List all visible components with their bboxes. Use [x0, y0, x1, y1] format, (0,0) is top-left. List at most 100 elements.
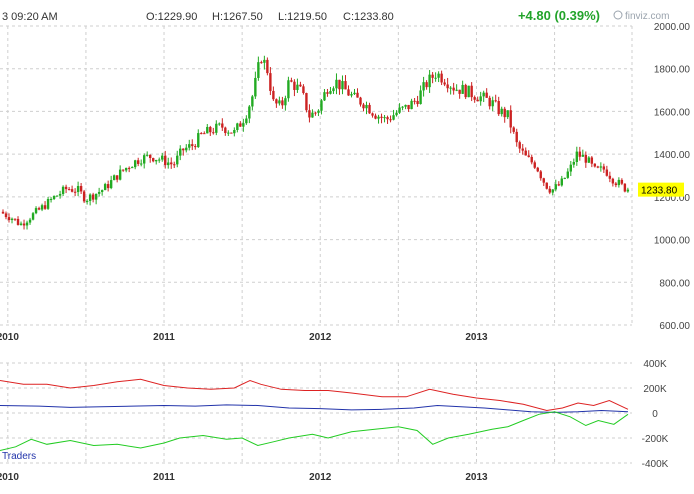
candle: [401, 106, 404, 111]
candle: [170, 157, 173, 169]
candle-body: [34, 208, 38, 214]
candle: [428, 70, 431, 93]
candle-body: [452, 87, 455, 91]
candle-body: [371, 113, 374, 116]
candle: [512, 126, 515, 134]
candle-body: [362, 104, 365, 109]
candle: [506, 110, 509, 120]
candle-body: [70, 189, 74, 192]
candle-body: [296, 84, 299, 90]
candle: [605, 165, 609, 177]
candle-body: [584, 154, 588, 163]
candle: [290, 77, 293, 83]
candle: [536, 166, 539, 173]
candle-body: [593, 163, 597, 167]
candle: [4, 211, 8, 220]
candle-body: [425, 82, 428, 88]
candle-body: [88, 194, 92, 201]
candle: [224, 126, 227, 136]
cot-x-axis: 2010 2011 2012 2013: [0, 472, 488, 483]
candle-body: [572, 161, 576, 165]
candle-body: [449, 87, 452, 89]
candle: [482, 90, 485, 103]
candle: [58, 190, 62, 199]
candle-body: [503, 108, 506, 118]
candle: [293, 79, 296, 97]
candle: [67, 187, 71, 191]
candle: [143, 153, 146, 169]
candle-body: [398, 107, 401, 113]
candle: [383, 114, 386, 123]
header-time: 3 09:20 AM: [2, 11, 58, 23]
candle-body: [470, 85, 473, 98]
candle: [353, 88, 356, 96]
candle: [386, 115, 389, 124]
price-y-tick: 2000.00: [654, 22, 691, 33]
candle: [269, 67, 272, 96]
candle: [91, 192, 95, 203]
candle: [109, 175, 113, 190]
candle: [118, 165, 122, 181]
candle: [380, 113, 383, 124]
candle: [533, 160, 536, 170]
candle-body: [97, 191, 101, 194]
candle-body: [617, 179, 621, 186]
candle: [52, 195, 56, 201]
candle-body: [194, 146, 197, 148]
candle-body: [509, 110, 512, 128]
candle: [106, 180, 110, 192]
candle-body: [383, 117, 386, 119]
candle: [404, 104, 407, 110]
candle-body: [197, 133, 200, 148]
candle-body: [578, 151, 582, 157]
candle-body: [167, 162, 170, 166]
candle: [329, 86, 332, 95]
candle-body: [302, 86, 305, 94]
candle: [46, 196, 50, 210]
candle: [626, 187, 630, 193]
candle: [76, 181, 80, 197]
candle: [566, 168, 569, 179]
candle-body: [146, 154, 149, 156]
candle-body: [260, 62, 263, 64]
candle: [149, 154, 152, 163]
cot-y-tick: 200K: [643, 384, 667, 395]
candle-body: [434, 77, 437, 79]
candle-body: [530, 156, 533, 163]
cot-series-line: [0, 411, 629, 451]
candle-body: [242, 123, 245, 127]
candle: [100, 189, 104, 196]
candle-body: [446, 84, 449, 89]
candle-body: [542, 178, 545, 183]
candle: [563, 177, 566, 180]
candle-body: [40, 205, 44, 210]
candle: [572, 158, 576, 168]
cot-series-line: [0, 378, 629, 412]
candle: [218, 122, 221, 126]
candle: [422, 76, 425, 97]
cot-y-tick: -400K: [642, 459, 669, 470]
candle-body: [79, 186, 83, 192]
candle: [542, 177, 545, 187]
candle-body: [73, 191, 77, 193]
candle-body: [227, 132, 230, 134]
candle-body: [161, 155, 164, 160]
price-y-axis: 2000.00 1800.00 1600.00 1400.00 1200.00 1000.…: [654, 22, 691, 332]
candle-body: [380, 116, 383, 118]
price-y-tick: 1800.00: [654, 65, 691, 76]
candle: [332, 86, 335, 94]
candle: [278, 96, 281, 106]
candle: [281, 96, 284, 109]
candle-body: [64, 186, 68, 190]
candle-body: [22, 223, 26, 226]
candle: [392, 109, 395, 121]
candle: [587, 156, 591, 164]
candle-body: [326, 92, 329, 94]
candle: [398, 103, 401, 114]
candle-body: [320, 100, 323, 111]
candle: [446, 77, 449, 93]
candle: [182, 148, 185, 156]
candle: [431, 72, 434, 84]
candle: [164, 150, 167, 169]
price-y-tick: 600.00: [659, 321, 690, 332]
